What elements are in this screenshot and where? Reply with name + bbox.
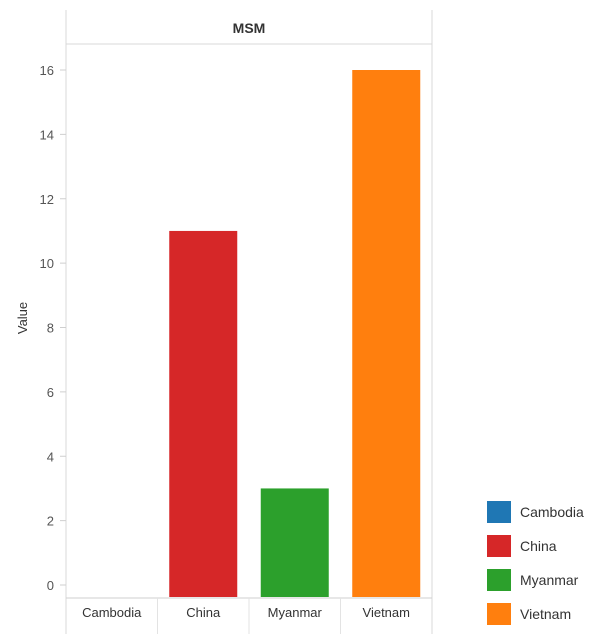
y-axis-ticks: 0 2 4 6 8 10 12 14 16 bbox=[40, 63, 66, 593]
legend-swatch bbox=[487, 535, 511, 557]
x-tick-label: Cambodia bbox=[82, 605, 142, 620]
y-tick-label: 2 bbox=[47, 514, 54, 529]
bars-layer bbox=[169, 70, 421, 597]
y-tick-label: 4 bbox=[47, 449, 54, 464]
x-axis-ticks: Cambodia China Myanmar Vietnam bbox=[82, 598, 410, 634]
y-tick-label: 8 bbox=[47, 321, 54, 336]
y-tick-label: 14 bbox=[40, 127, 54, 142]
bar-vietnam bbox=[352, 70, 421, 597]
legend-swatch bbox=[487, 569, 511, 591]
legend-swatch bbox=[487, 603, 511, 625]
legend-swatch bbox=[487, 501, 511, 523]
y-tick-label: 6 bbox=[47, 385, 54, 400]
legend-label: Vietnam bbox=[520, 606, 571, 622]
y-tick-label: 0 bbox=[47, 578, 54, 593]
x-tick-label: China bbox=[186, 605, 221, 620]
bar-myanmar bbox=[260, 488, 329, 597]
y-tick-label: 12 bbox=[40, 192, 54, 207]
y-tick-label: 10 bbox=[40, 256, 54, 271]
x-tick-label: Myanmar bbox=[268, 605, 323, 620]
y-tick-label: 16 bbox=[40, 63, 54, 78]
legend-label: Myanmar bbox=[520, 572, 579, 588]
legend: Cambodia China Myanmar Vietnam bbox=[487, 501, 584, 625]
legend-label: China bbox=[520, 538, 557, 554]
legend-label: Cambodia bbox=[520, 504, 584, 520]
x-tick-label: Vietnam bbox=[363, 605, 410, 620]
bar-china bbox=[169, 230, 238, 597]
panel-title: MSM bbox=[233, 20, 266, 36]
y-axis-label: Value bbox=[15, 302, 30, 334]
